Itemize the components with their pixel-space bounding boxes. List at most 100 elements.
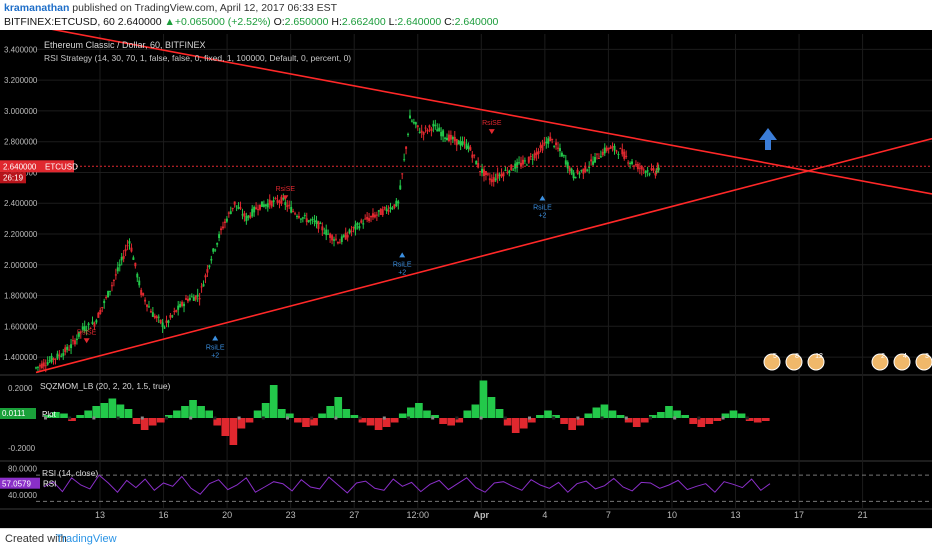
momentum-bar — [624, 418, 633, 423]
buy-signal-qty: +2 — [538, 212, 546, 219]
candle-body — [214, 249, 217, 251]
candle-body — [231, 207, 234, 209]
momentum-bar — [479, 380, 488, 418]
candle-body — [126, 245, 129, 247]
momentum-bar — [463, 410, 472, 418]
squeeze-dot — [552, 416, 556, 420]
momentum-bar — [302, 418, 310, 427]
candle-body — [192, 297, 195, 301]
candle-body — [270, 201, 273, 207]
candle-body — [627, 162, 630, 164]
momentum-bar — [116, 404, 125, 418]
candle-body — [463, 142, 466, 144]
candle-body — [655, 170, 658, 175]
candle-body — [442, 130, 445, 137]
candle-body — [444, 137, 447, 139]
candle-body — [426, 129, 429, 132]
x-tick-label: 16 — [159, 510, 169, 520]
candle-body — [146, 304, 149, 307]
publish-info: published on TradingView.com, April 12, … — [72, 2, 338, 14]
candle-body — [227, 212, 230, 214]
candle-body — [169, 315, 172, 318]
y-tick-label: 1.400000 — [4, 353, 38, 362]
momentum-bar — [665, 406, 673, 418]
candle-body — [360, 220, 363, 223]
candle-body — [159, 319, 162, 323]
momentum-bar — [616, 415, 625, 418]
last-price: 2.640000 — [117, 16, 162, 28]
candle-body — [329, 233, 332, 238]
candle-body — [516, 162, 519, 168]
squeeze-dot — [721, 416, 725, 420]
squeeze-dot — [140, 416, 144, 420]
candle-body — [89, 327, 92, 329]
candle-body — [56, 353, 59, 359]
y-tick-label: 2.000000 — [4, 261, 38, 270]
momentum-bar — [108, 398, 117, 418]
candle-body — [481, 168, 484, 173]
chart-canvas[interactable]: 13 16 20 23 27 12:00 Apr 4 7 10 13 17 213.4000003.20… — [0, 25, 932, 528]
candle-body — [198, 298, 201, 300]
candle-body — [631, 161, 634, 164]
candle-body — [151, 312, 154, 317]
candle-body — [165, 320, 168, 323]
candle-body — [650, 168, 653, 170]
price-tag-value: 2.640000 — [3, 162, 37, 171]
sqz-plot-label: Plot — [42, 410, 57, 419]
open-value: 2.650000 — [284, 16, 329, 28]
candle-body — [471, 154, 474, 158]
candle-body — [81, 326, 84, 330]
candle-body — [477, 163, 480, 168]
buy-signal-label: RsiLE — [393, 261, 412, 268]
momentum-bar — [600, 404, 609, 418]
momentum-bar — [503, 418, 512, 426]
created-with-label: Created with — [5, 533, 67, 545]
candle-body — [79, 331, 82, 333]
candle-body — [609, 146, 612, 149]
event-flag-icon — [763, 353, 781, 371]
squeeze-dot — [358, 416, 362, 420]
buy-arrow-icon — [212, 335, 219, 341]
momentum-bar — [705, 418, 714, 424]
candle-body — [284, 202, 287, 205]
candle-body — [173, 310, 176, 312]
momentum-bar — [423, 410, 431, 418]
candle-body — [237, 206, 240, 209]
sell-signal-label: RsiSE — [482, 120, 502, 127]
event-marker: 12 — [807, 353, 825, 371]
candle-body — [403, 159, 406, 161]
candle-body — [527, 156, 530, 163]
candle-body — [652, 168, 655, 171]
momentum-bar — [124, 409, 133, 418]
candle-body — [373, 214, 376, 218]
event-count: 12 — [815, 353, 823, 360]
candle-body — [38, 365, 41, 367]
candle-body — [46, 362, 49, 365]
candle-body — [155, 316, 158, 319]
candle-body — [140, 289, 143, 295]
tradingview-logo[interactable]: TradingView — [56, 533, 117, 545]
candle-body — [352, 227, 355, 229]
momentum-bar — [673, 410, 681, 418]
event-marker: 8 — [785, 353, 803, 371]
y-tick-label: 3.000000 — [4, 107, 38, 116]
candle-body — [572, 172, 575, 179]
squeeze-dot — [624, 416, 628, 420]
candle-body — [167, 320, 170, 323]
x-tick-label: 7 — [606, 510, 611, 520]
momentum-bar — [431, 415, 439, 418]
author-link[interactable]: kramanathan — [4, 2, 70, 14]
candle-body — [420, 130, 423, 133]
candle-body — [520, 162, 523, 167]
candle-body — [518, 162, 521, 164]
squeeze-dot — [165, 416, 168, 420]
candle-body — [183, 303, 186, 307]
chart-area[interactable]: 13 16 20 23 27 12:00 Apr 4 7 10 13 17 21 3.400000 3.20… — [0, 25, 932, 528]
rsi-value-tag: 57.0579 — [2, 480, 31, 489]
momentum-bar — [681, 415, 689, 418]
candle-body — [309, 219, 312, 221]
momentum-bar — [173, 410, 181, 418]
candle-body — [558, 148, 561, 152]
candle-body — [547, 138, 550, 144]
candle-body — [395, 200, 398, 207]
